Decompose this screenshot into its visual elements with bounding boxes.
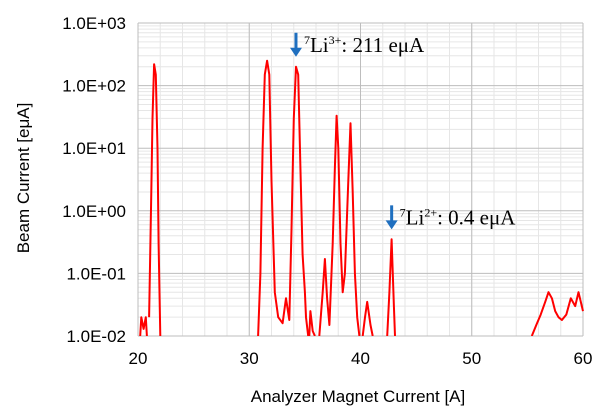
charge-state: 3+ xyxy=(329,33,342,47)
beam-current-line xyxy=(139,316,148,336)
beam-current-line xyxy=(148,63,162,336)
down-arrow-head-icon xyxy=(385,220,398,230)
beam-current-line xyxy=(318,114,361,336)
y-tick-label: 1.0E+03 xyxy=(62,14,126,33)
y-tick-label: 1.0E-02 xyxy=(66,327,126,346)
beam-current-line xyxy=(361,300,374,336)
element-symbol: Li xyxy=(310,33,329,57)
y-tick-label: 1.0E+01 xyxy=(62,139,126,158)
grid-layer xyxy=(137,22,584,337)
beam-current-line xyxy=(308,310,316,336)
x-tick-label: 40 xyxy=(351,349,370,368)
element-symbol: Li xyxy=(406,205,425,229)
x-tick-label: 60 xyxy=(574,349,593,368)
x-tick-label: 20 xyxy=(129,349,148,368)
beam-current-line xyxy=(386,238,396,336)
mass-number: 7 xyxy=(304,33,310,47)
y-tick-label: 1.0E+02 xyxy=(62,77,126,96)
y-tick-label: 1.0E+00 xyxy=(62,202,126,221)
mass-number: 7 xyxy=(400,205,406,219)
y-axis-label: Beam Current [eμA] xyxy=(14,103,33,254)
tick-layer: 20 30 40 50 60 1.0E-02 1.0E-01 1.0E+00 1.0E+01 1.… xyxy=(62,14,592,368)
beam-current-line xyxy=(257,59,310,336)
plot-layer xyxy=(139,59,584,336)
peak-annotation: 7Li2+: 0.4 eμA xyxy=(400,205,517,229)
charge-state: 2+ xyxy=(424,205,437,219)
x-tick-label: 50 xyxy=(462,349,481,368)
x-tick-label: 30 xyxy=(240,349,259,368)
x-axis-label: Analyzer Magnet Current [A] xyxy=(251,387,465,406)
beam-current-line xyxy=(530,291,584,336)
y-tick-label: 1.0E-01 xyxy=(66,264,126,283)
down-arrow-head-icon xyxy=(289,47,302,57)
peak-value: : 211 eμA xyxy=(341,33,425,57)
peak-value: : 0.4 eμA xyxy=(437,205,516,229)
peak-annotation: 7Li3+: 211 eμA xyxy=(304,33,425,57)
